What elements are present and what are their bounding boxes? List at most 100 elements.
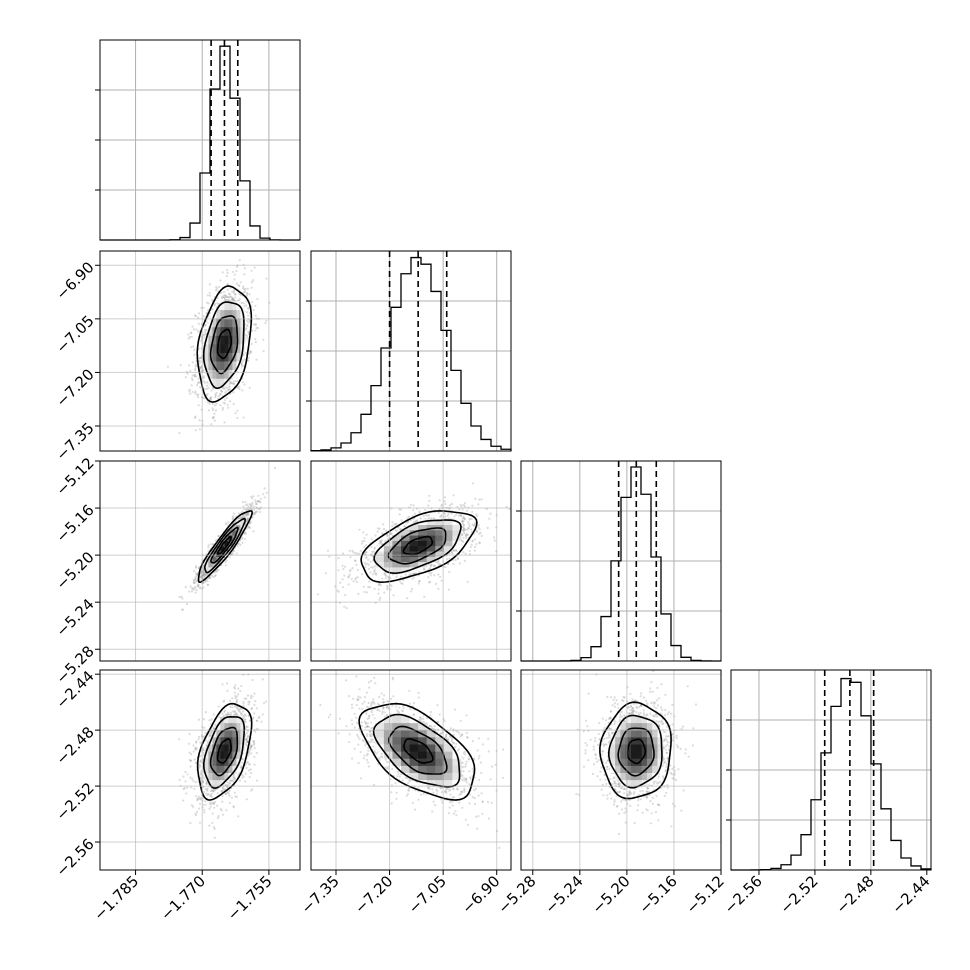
sample-point (231, 290, 234, 293)
sample-point (468, 518, 471, 521)
sample-point (206, 381, 209, 384)
sample-point (452, 549, 455, 552)
density-panel-1-0 (99, 250, 301, 452)
contour-2 (202, 301, 245, 390)
density-cell (409, 566, 419, 573)
sample-point (430, 517, 433, 520)
sample-point (349, 556, 352, 559)
sample-point (451, 552, 454, 555)
sample-point (422, 514, 425, 518)
sample-point (242, 365, 245, 368)
sample-point (378, 540, 381, 543)
density-cell (418, 545, 428, 552)
sample-point (452, 562, 455, 566)
sample-point (196, 584, 199, 588)
sample-point (237, 512, 240, 515)
density-cell (204, 369, 209, 379)
sample-point (240, 711, 243, 715)
sample-point (251, 788, 254, 791)
sample-point (209, 576, 212, 580)
density-cell (228, 318, 233, 328)
sample-point (391, 525, 394, 528)
sample-point (471, 482, 474, 485)
sample-point (359, 549, 362, 553)
sample-point (210, 543, 213, 546)
sample-point (203, 381, 207, 384)
sample-point (192, 588, 195, 591)
sample-point (206, 393, 209, 396)
sample-point (194, 578, 197, 581)
sample-point (206, 580, 209, 583)
sample-point (341, 578, 344, 581)
sample-point (206, 573, 209, 576)
sample-point (341, 564, 344, 567)
sample-point (241, 381, 245, 384)
sample-point (200, 778, 203, 781)
sample-point (428, 572, 431, 575)
sample-point (249, 522, 252, 525)
sample-point (246, 336, 249, 339)
sample-point (468, 525, 471, 528)
sample-point (245, 504, 248, 507)
sample-point (226, 711, 230, 714)
sample-point (254, 323, 257, 326)
sample-point (194, 591, 197, 594)
sample-point (437, 511, 440, 514)
sample-point (238, 710, 241, 713)
sample-point (192, 579, 195, 582)
sample-point (226, 295, 229, 298)
sample-point (493, 539, 496, 542)
sample-point (254, 304, 257, 307)
sample-point (240, 713, 243, 716)
sample-point (404, 573, 407, 576)
sample-point (457, 514, 460, 517)
sample-point (187, 333, 190, 336)
sample-point (478, 528, 481, 531)
sample-point (471, 510, 474, 514)
sample-point (234, 296, 237, 299)
sample-point (447, 512, 450, 515)
sample-point (411, 577, 414, 580)
sample-point (208, 294, 212, 297)
sample-point (493, 536, 496, 539)
sample-point (225, 390, 228, 393)
sample-point (461, 517, 464, 520)
sample-point (233, 713, 236, 716)
sample-point (379, 596, 382, 600)
contour-2 (203, 517, 246, 574)
sample-point (342, 568, 345, 571)
sample-point (225, 523, 228, 526)
sample-point (224, 294, 227, 297)
sample-point (197, 316, 200, 319)
sample-point (262, 493, 265, 496)
sample-point (191, 325, 194, 328)
sample-point (368, 580, 371, 583)
sample-point (248, 293, 251, 296)
density-cell (418, 524, 428, 531)
density-cell (426, 545, 436, 552)
sample-point (463, 529, 466, 532)
sample-point (194, 373, 197, 376)
sample-point (203, 574, 206, 577)
sample-point (345, 607, 348, 610)
sample-point (194, 587, 197, 590)
sample-point (212, 387, 215, 390)
sample-point (199, 741, 202, 744)
sample-point (191, 805, 195, 808)
sample-point (197, 396, 200, 399)
sample-point (238, 385, 241, 388)
sample-point (235, 552, 238, 555)
sample-point (211, 812, 214, 815)
sample-point (372, 550, 375, 553)
sample-point (248, 776, 251, 779)
sample-point (337, 590, 340, 593)
panel-frame (520, 460, 722, 662)
density-cell (212, 335, 217, 345)
sample-point (188, 390, 191, 393)
sample-point (348, 570, 351, 573)
sample-point (459, 514, 462, 517)
sample-point (198, 357, 201, 360)
sample-point (255, 503, 258, 506)
sample-point (221, 683, 224, 686)
density-cell (375, 556, 385, 563)
